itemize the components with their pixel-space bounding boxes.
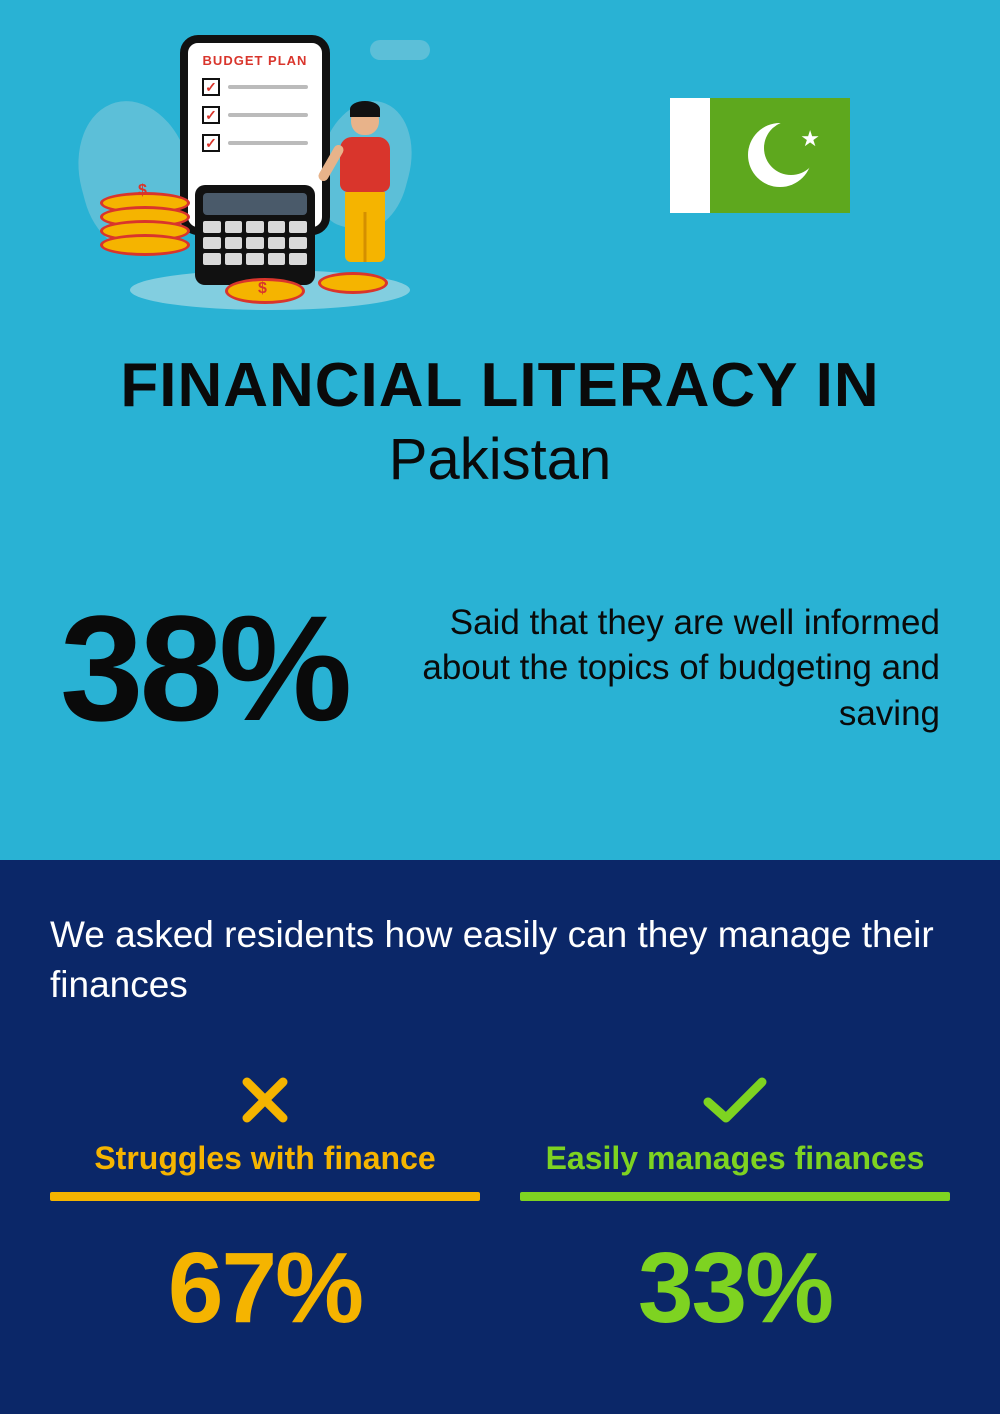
title-country: Pakistan (60, 426, 940, 493)
coins-icon: $ (100, 200, 190, 256)
budget-illustration: BUDGET PLAN ✓ ✓ ✓ $ $ (60, 30, 420, 310)
check-icon (700, 1072, 770, 1128)
title-main: FINANCIAL LITERACY IN (60, 350, 940, 421)
top-section: BUDGET PLAN ✓ ✓ ✓ $ $ (0, 0, 1000, 860)
header-row: BUDGET PLAN ✓ ✓ ✓ $ $ (60, 30, 940, 310)
pakistan-flag-icon: ★ (670, 98, 850, 213)
divider (50, 1192, 480, 1201)
main-stat-row: 38% Said that they are well informed abo… (60, 593, 940, 743)
title-block: FINANCIAL LITERACY IN Pakistan (60, 350, 940, 493)
struggles-label: Struggles with finance (50, 1140, 480, 1177)
manages-column: Easily manages finances 33% (520, 1065, 950, 1346)
main-stat-value: 38% (60, 593, 348, 743)
manages-label: Easily manages finances (520, 1140, 950, 1177)
struggles-value: 67% (50, 1231, 480, 1346)
person-icon (330, 105, 400, 285)
cross-icon (237, 1072, 293, 1128)
main-stat-description: Said that they are well informed about t… (378, 600, 940, 737)
bottom-section: We asked residents how easily can they m… (0, 860, 1000, 1414)
manages-value: 33% (520, 1231, 950, 1346)
clipboard-title: BUDGET PLAN (188, 53, 322, 68)
calculator-icon (195, 185, 315, 285)
divider (520, 1192, 950, 1201)
struggles-column: Struggles with finance 67% (50, 1065, 480, 1346)
question-text: We asked residents how easily can they m… (50, 910, 950, 1010)
results-row: Struggles with finance 67% Easily manage… (50, 1065, 950, 1346)
